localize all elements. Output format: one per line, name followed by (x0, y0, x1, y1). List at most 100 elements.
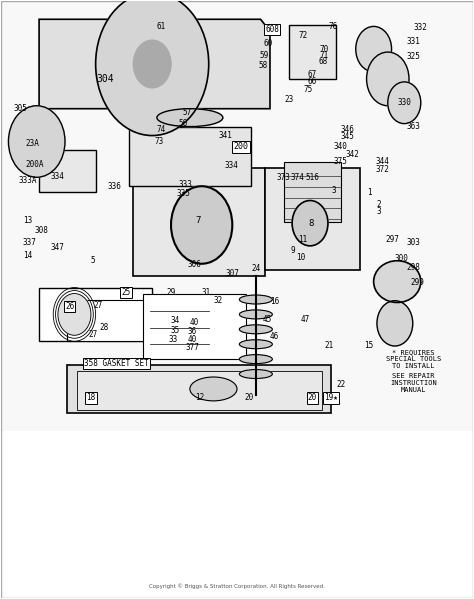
Text: 3: 3 (331, 186, 336, 195)
Text: 334: 334 (51, 172, 65, 181)
Text: 25: 25 (122, 288, 131, 297)
Text: 57: 57 (183, 108, 192, 117)
Text: 59: 59 (260, 50, 269, 59)
Text: 297: 297 (385, 235, 400, 244)
Bar (128, 126, 251, 186)
Text: 12: 12 (195, 394, 204, 403)
Text: 516: 516 (305, 173, 319, 181)
Text: 300: 300 (395, 255, 409, 264)
Text: 372: 372 (375, 165, 389, 174)
Text: 200A: 200A (25, 160, 44, 169)
Text: 9: 9 (290, 246, 295, 255)
Bar (143, 294, 246, 359)
Text: 340: 340 (334, 143, 347, 152)
Text: 358 GASKET SET: 358 GASKET SET (84, 359, 149, 368)
Circle shape (356, 26, 392, 72)
Text: 20: 20 (244, 394, 254, 403)
Text: 331: 331 (407, 37, 420, 46)
Text: 60: 60 (263, 38, 272, 48)
Text: 10: 10 (296, 253, 305, 262)
Bar (67, 365, 331, 413)
Ellipse shape (58, 294, 91, 335)
Text: 27: 27 (93, 301, 102, 310)
Bar (39, 288, 152, 341)
Text: 306: 306 (188, 261, 201, 270)
Text: 5: 5 (91, 256, 96, 265)
Ellipse shape (239, 325, 273, 334)
Circle shape (133, 40, 171, 88)
Polygon shape (39, 19, 270, 108)
Text: 70: 70 (319, 44, 329, 53)
Text: 73: 73 (155, 137, 164, 146)
Text: 22: 22 (336, 380, 345, 389)
Ellipse shape (239, 310, 273, 319)
Text: * REQUIRES
SPECIAL TOOLS
TO INSTALL: * REQUIRES SPECIAL TOOLS TO INSTALL (386, 349, 441, 369)
Text: 333: 333 (178, 180, 192, 189)
Text: 298: 298 (407, 264, 420, 273)
Circle shape (388, 82, 421, 123)
Ellipse shape (239, 340, 273, 349)
Circle shape (377, 301, 413, 346)
Text: 18: 18 (86, 394, 96, 403)
Text: 66: 66 (308, 77, 317, 86)
Text: 1: 1 (366, 187, 371, 196)
Bar (284, 162, 341, 222)
Text: 31: 31 (202, 288, 211, 297)
Text: 346: 346 (341, 125, 355, 134)
Text: 35: 35 (170, 326, 180, 335)
Text: 377: 377 (185, 343, 199, 352)
Text: 375: 375 (334, 158, 347, 167)
Text: 33: 33 (169, 335, 178, 344)
Text: 72: 72 (298, 31, 308, 40)
Text: 330: 330 (397, 98, 411, 107)
Text: 40: 40 (190, 317, 199, 326)
Text: 304: 304 (96, 74, 114, 84)
Text: 68: 68 (318, 56, 328, 65)
Text: 8: 8 (309, 219, 314, 228)
Text: 344: 344 (375, 158, 389, 167)
Text: 11: 11 (298, 235, 308, 244)
Circle shape (96, 0, 209, 135)
Ellipse shape (374, 261, 421, 302)
Text: 46: 46 (270, 332, 279, 341)
Text: 21: 21 (324, 341, 334, 350)
Text: 71: 71 (319, 50, 329, 59)
Text: 28: 28 (100, 323, 109, 332)
Text: 305: 305 (13, 104, 27, 113)
Ellipse shape (239, 295, 273, 304)
Text: 337: 337 (23, 238, 36, 247)
Text: 61: 61 (157, 22, 166, 31)
Ellipse shape (239, 370, 273, 379)
Text: 7: 7 (196, 216, 201, 225)
Bar (39, 150, 96, 192)
Text: 75: 75 (303, 85, 312, 94)
Text: 36: 36 (188, 326, 197, 335)
Text: 336: 336 (108, 181, 121, 190)
Text: 347: 347 (51, 243, 65, 252)
Text: 341: 341 (219, 131, 232, 140)
Text: 334: 334 (224, 162, 238, 171)
Ellipse shape (157, 108, 223, 126)
Text: 47: 47 (301, 315, 310, 324)
Text: 335: 335 (177, 189, 191, 198)
Text: 14: 14 (23, 251, 32, 260)
Circle shape (292, 201, 328, 246)
Bar (289, 25, 336, 79)
Text: 76: 76 (329, 22, 338, 31)
Text: 24: 24 (251, 264, 261, 273)
Circle shape (366, 52, 409, 106)
Text: SEE REPAIR
INSTRUCTION
MANUAL: SEE REPAIR INSTRUCTION MANUAL (390, 373, 437, 393)
Text: 332: 332 (414, 23, 428, 32)
Text: 32: 32 (213, 296, 223, 305)
Text: 23A: 23A (25, 139, 39, 148)
Text: 45: 45 (263, 315, 272, 324)
Text: 333A: 333A (18, 176, 36, 184)
Text: 27: 27 (89, 329, 98, 338)
Text: 19★: 19★ (324, 394, 338, 403)
Text: 23: 23 (284, 95, 293, 104)
Circle shape (171, 186, 232, 264)
Ellipse shape (190, 377, 237, 401)
Text: 74: 74 (157, 125, 166, 134)
Text: 16: 16 (270, 297, 279, 305)
Text: 363: 363 (407, 122, 420, 131)
